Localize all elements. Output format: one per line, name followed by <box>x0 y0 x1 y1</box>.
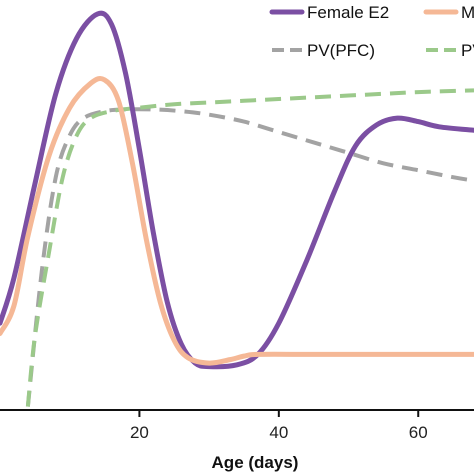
x-tick-label: 40 <box>269 423 288 442</box>
series-line-male-e2 <box>0 76 474 366</box>
legend-label: PV(PFC) <box>307 41 375 60</box>
x-axis-ticks: 20 40 60 <box>130 410 428 442</box>
series-line-female-e2 <box>0 10 474 370</box>
legend-item-female-e2: Female E2 <box>269 3 389 22</box>
series-line-pv <box>25 88 474 407</box>
legend: Female E2 Male E2 PV(PFC) PV <box>269 3 474 60</box>
legend-label: Female E2 <box>307 3 389 22</box>
series-line-pv-pfc <box>25 107 474 407</box>
x-axis-title: Age (days) <box>212 453 299 472</box>
x-tick-label: 20 <box>130 423 149 442</box>
x-tick-label: 60 <box>409 423 428 442</box>
legend-item-pv-pfc: PV(PFC) <box>272 41 375 60</box>
legend-label: Male E2 <box>461 3 474 22</box>
legend-item-pv: PV <box>426 41 474 60</box>
legend-label: PV <box>461 41 474 60</box>
series-layer <box>0 10 474 407</box>
legend-item-male-e2: Male E2 <box>423 3 474 22</box>
